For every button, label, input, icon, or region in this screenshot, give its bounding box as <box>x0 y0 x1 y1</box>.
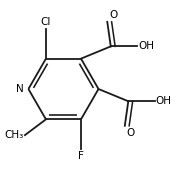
Text: OH: OH <box>138 41 154 51</box>
Text: OH: OH <box>155 96 171 106</box>
Text: O: O <box>109 10 117 20</box>
Text: N: N <box>16 84 24 94</box>
Text: F: F <box>78 151 84 161</box>
Text: O: O <box>126 128 135 138</box>
Text: Cl: Cl <box>41 17 51 27</box>
Text: CH₃: CH₃ <box>4 130 23 140</box>
